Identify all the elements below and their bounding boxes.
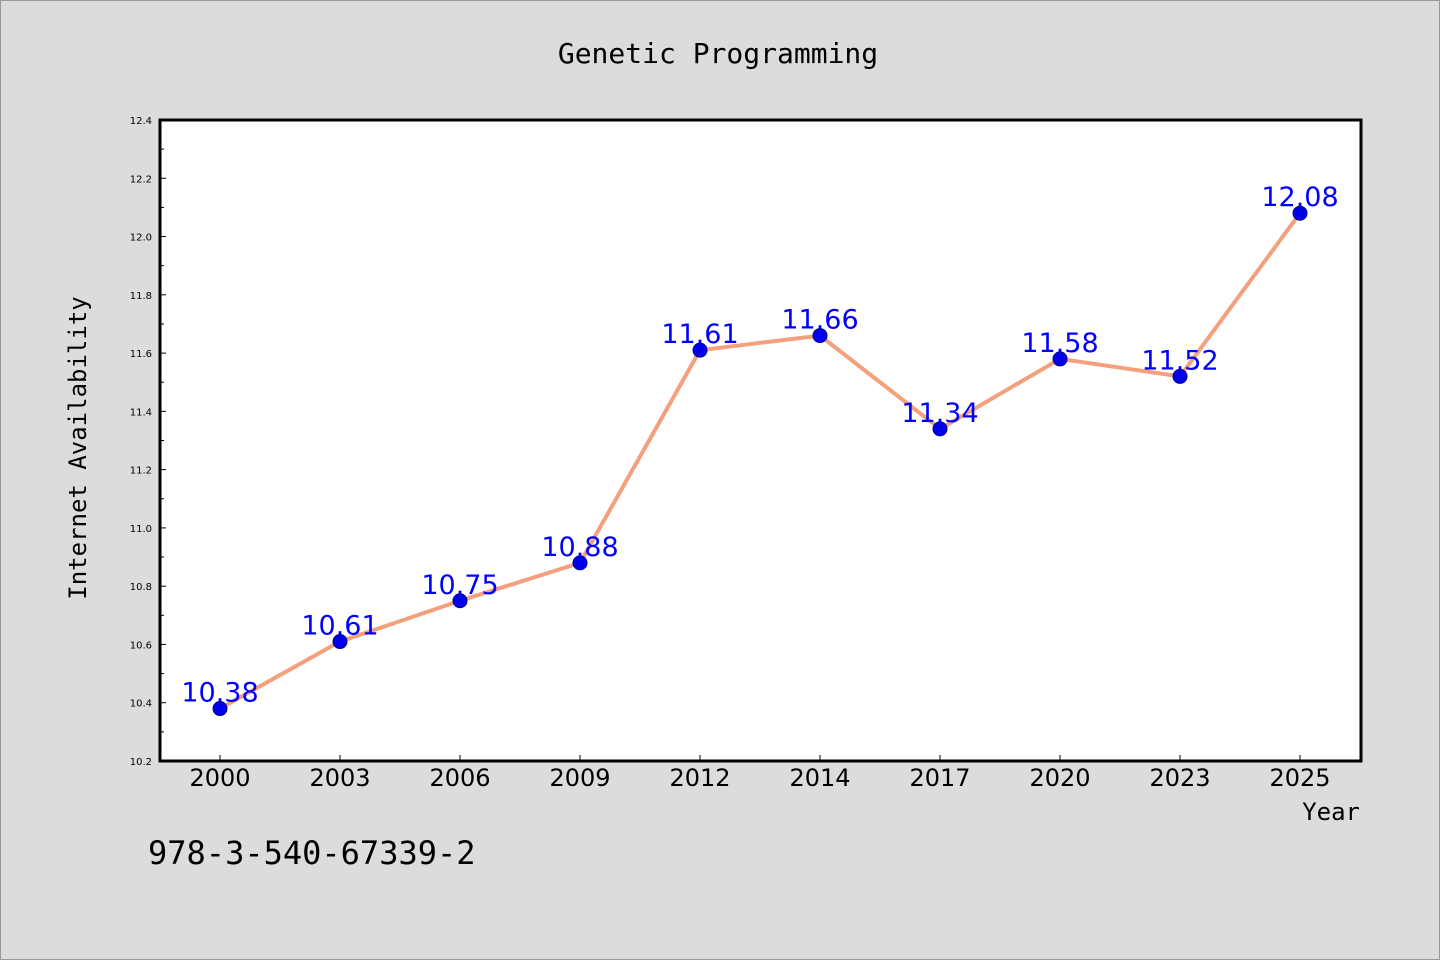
series-line: [219, 212, 1302, 711]
x-tick-label: 2020: [1029, 764, 1090, 792]
data-label: 10.61: [301, 611, 378, 642]
y-tick-label: 11.4: [130, 407, 152, 418]
y-tick-label: 10.8: [130, 582, 152, 593]
y-tick-label: 10.6: [130, 640, 152, 651]
data-label: 10.38: [181, 678, 258, 709]
data-point: [812, 328, 828, 344]
data-point: [1172, 368, 1188, 384]
data-label: 11.61: [661, 319, 738, 350]
data-label: 11.52: [1141, 345, 1218, 376]
x-axis-title: Year: [1302, 798, 1360, 826]
data-label: 11.66: [781, 305, 858, 336]
isbn-annotation: 978-3-540-67339-2: [148, 834, 476, 872]
x-tick-label: 2012: [669, 764, 730, 792]
data-point: [212, 701, 228, 717]
data-label: 11.34: [901, 398, 978, 429]
data-label: 10.88: [541, 532, 618, 563]
y-tick-label: 10.2: [130, 757, 152, 768]
y-tick-label: 12.4: [130, 116, 152, 127]
y-axis: 10.2 10.4 10.6 10.8 11.0 11.2 11.4 11.6 11.8 12.0…: [130, 116, 166, 768]
x-tick-label: 2023: [1149, 764, 1210, 792]
x-axis: 2000 2003 2006 2009 2012 2014 2017 2020 2023 2025: [189, 755, 1331, 792]
y-tick-label: 12.0: [130, 233, 152, 244]
x-tick-label: 2025: [1269, 764, 1330, 792]
x-tick-label: 2014: [789, 764, 850, 792]
y-tick-label: 11.6: [130, 349, 152, 360]
x-tick-label: 2003: [309, 764, 370, 792]
y-tick-label: 11.0: [130, 524, 152, 535]
y-tick-label: 12.2: [130, 174, 152, 185]
data-label: 11.58: [1021, 328, 1098, 359]
y-tick-label: 10.4: [130, 699, 152, 710]
y-axis-title: Internet Availability: [64, 296, 92, 599]
chart-title: Genetic Programming: [558, 37, 878, 70]
y-tick-label: 11.2: [130, 466, 152, 477]
series-layer: 10.38 10.61 10.75 10.88 11.61 11.66 11.34 11.58…: [181, 182, 1339, 717]
data-point: [452, 593, 468, 609]
x-tick-label: 2017: [909, 764, 970, 792]
x-tick-label: 2006: [429, 764, 490, 792]
data-point: [932, 421, 948, 437]
data-point: [692, 342, 708, 358]
data-label: 10.75: [421, 570, 498, 601]
data-point: [1292, 205, 1308, 221]
y-tick-label: 11.8: [130, 291, 152, 302]
x-tick-label: 2009: [549, 764, 610, 792]
data-point: [332, 634, 348, 650]
data-label: 12.08: [1261, 182, 1338, 213]
x-tick-label: 2000: [189, 764, 250, 792]
data-point: [1052, 351, 1068, 367]
data-point: [572, 555, 588, 571]
plot-area: [158, 118, 1363, 763]
